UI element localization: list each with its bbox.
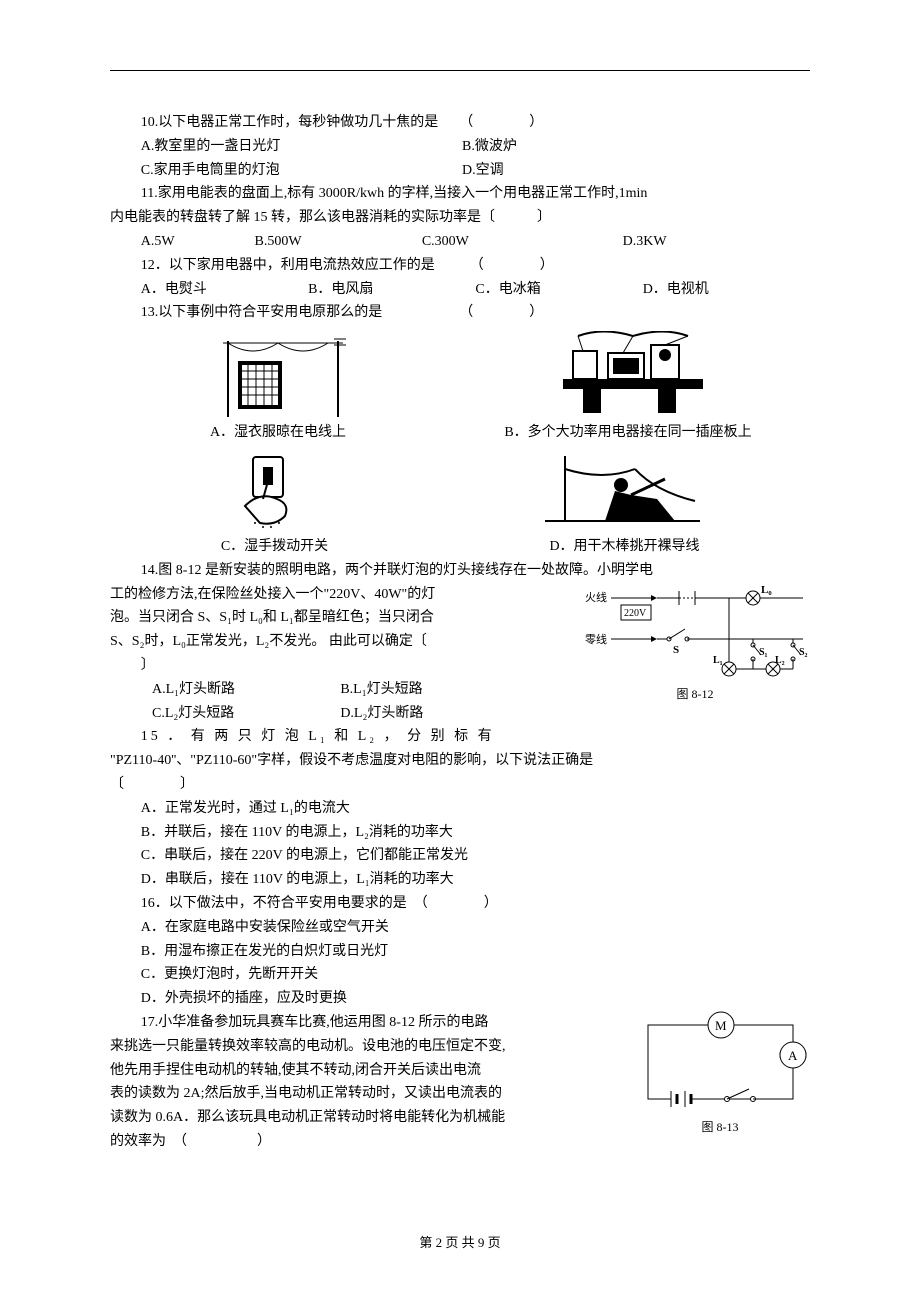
q16-stem: 16．以下做法中，不符合平安用电要求的是 （ ） (110, 892, 810, 916)
q15-D: D．串联后，接在 110V 的电源上，L₁消耗的功率大 (110, 868, 810, 892)
q14-B: B.L₁灯头短路 (340, 678, 422, 702)
q13-A: A．湿衣服晾在电线上 (117, 421, 439, 445)
svg-text:A: A (788, 1048, 798, 1063)
q16-A: A．在家庭电路中安装保险丝或空气开关 (110, 916, 810, 940)
q13-B: B．多个大功率用电器接在同一插座板上 (453, 421, 803, 445)
neutral-label: 零线 (585, 632, 607, 646)
q16-C: C．更换灯泡时，先断开开关 (110, 963, 810, 987)
fig-8-12: 火线 零线 220V S L₀ (580, 583, 810, 705)
q15-A: A．正常发光时，通过 L₁的电流大 (110, 797, 810, 821)
q14-D: D.L₂灯头断路 (340, 702, 423, 726)
top-rule (110, 70, 810, 71)
q10-A: A.教室里的一盏日光灯 (141, 135, 462, 159)
q13-caprow1: A．湿衣服晾在电线上 B．多个大功率用电器接在同一插座板上 (110, 421, 810, 445)
q12-B: B．电风扇 (308, 278, 475, 302)
q13-imgrow2 (110, 451, 810, 533)
q12-stem: 12．以下家用电器中，利用电流热效应工作的是 （ ） (110, 254, 810, 278)
q16-D: D．外壳损坏的插座，应及时更换 (110, 987, 810, 1011)
q11-stem1: 11.家用电能表的盘面上,标有 3000R/kwh 的字样,当接入一个用电器正常… (110, 182, 810, 206)
q15-stem3: 〔 〕 (110, 773, 810, 797)
q13-img-B (553, 331, 713, 419)
q13-caprow2: C．湿手拨动开关 D．用干木棒挑开裸导线 (110, 535, 810, 559)
q11-A: A.5W (141, 230, 255, 254)
q12-D: D．电视机 (643, 278, 810, 302)
v220: 220V (624, 608, 647, 619)
q16-B: B．用湿布擦正在发光的白炽灯或日光灯 (110, 940, 810, 964)
page-footer: 第 2 页 共 9 页 (0, 1232, 920, 1254)
q13-imgrow1 (110, 331, 810, 419)
q15-stem1: 15 ． 有 两 只 灯 泡 L₁ 和 L₂ ， 分 别 标 有 (110, 725, 810, 749)
q11-D: D.3KW (623, 230, 667, 254)
fig-8-12-svg: 火线 零线 220V S L₀ (583, 583, 808, 678)
q13-img-A (208, 331, 358, 419)
svg-text:L₁: L₁ (713, 655, 723, 666)
q10-row1: A.教室里的一盏日光灯 B.微波炉 (110, 135, 810, 159)
q13-stem: 13.以下事例中符合平安用电原那么的是 （ ） (110, 301, 810, 325)
content-body: 10.以下电器正常工作时，每秒钟做功几十焦的是 （ ） A.教室里的一盏日光灯 … (110, 111, 810, 1154)
q10-row2: C.家用手电筒里的灯泡 D.空调 (110, 159, 810, 183)
q10-B: B.微波炉 (462, 135, 517, 159)
q13-img-D (535, 451, 705, 533)
fig812-label: 图 8-12 (580, 684, 810, 704)
q11-B: B.500W (255, 230, 422, 254)
svg-text:L₀: L₀ (761, 584, 772, 596)
q11-stem2: 内电能表的转盘转了解 15 转，那么该电器消耗的实际功率是〔 〕 (110, 206, 810, 230)
q12-A: A．电熨斗 (141, 278, 308, 302)
svg-text:M: M (715, 1018, 727, 1033)
q14-C: C.L₂灯头短路 (152, 702, 340, 726)
q10-C: C.家用手电筒里的灯泡 (141, 159, 462, 183)
fig-8-13: M A A 图 8-13 (630, 1011, 810, 1138)
svg-text:S₁: S₁ (759, 647, 768, 658)
svg-text:S: S (673, 644, 679, 656)
q15-B: B．并联后，接在 110V 的电源上，L₂消耗的功率大 (110, 821, 810, 845)
q12-opts: A．电熨斗 B．电风扇 C．电冰箱 D．电视机 (110, 278, 810, 302)
fire-label: 火线 (585, 590, 607, 604)
q12-C: C．电冰箱 (475, 278, 642, 302)
q14-row2: C.L₂灯头短路 D.L₂灯头断路 (110, 702, 580, 726)
q11-opts: A.5W B.500W C.300W D.3KW (110, 230, 810, 254)
q13-D: D．用干木棒挑开裸导线 (450, 535, 800, 559)
q14-A: A.L₁灯头断路 (152, 678, 340, 702)
q10-stem: 10.以下电器正常工作时，每秒钟做功几十焦的是 （ ） (110, 111, 810, 135)
svg-text:L₂: L₂ (775, 655, 785, 666)
q11-C: C.300W (422, 230, 623, 254)
q14-row1: A.L₁灯头断路 B.L₁灯头短路 (110, 678, 580, 702)
q15-stem2: "PZ110-40''、"PZ110-60"字样，假设不考虑温度对电阻的影响，以… (110, 749, 810, 773)
q13-C: C．湿手拨动开关 (121, 535, 429, 559)
fig-8-13-svg: M A A (633, 1011, 808, 1111)
fig813-label: 图 8-13 (630, 1117, 810, 1137)
q15-C: C．串联后，接在 220V 的电源上，它们都能正常发光 (110, 844, 810, 868)
svg-text:S₂: S₂ (799, 647, 808, 658)
q10-D: D.空调 (462, 159, 504, 183)
q14-stem1: 14.图 8-12 是新安装的照明电路，两个并联灯泡的灯头接线存在一处故障。小明… (110, 559, 810, 583)
q13-img-C (215, 451, 325, 533)
